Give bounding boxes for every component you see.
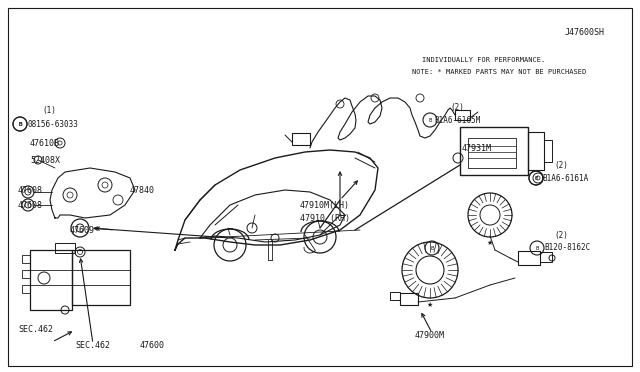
Text: SEC.462: SEC.462	[75, 340, 110, 350]
Text: 52408X: 52408X	[30, 155, 60, 164]
Bar	[544, 140, 552, 162]
Text: 47910 (RH): 47910 (RH)	[300, 214, 350, 222]
Bar	[390, 292, 400, 300]
Text: 08156-63033: 08156-63033	[28, 119, 79, 128]
Text: 47608: 47608	[18, 186, 43, 195]
Text: INDIVIDUALLY FOR PERFORMANCE.: INDIVIDUALLY FOR PERFORMANCE.	[422, 57, 545, 63]
Text: 47608: 47608	[18, 201, 43, 209]
Text: (2): (2)	[554, 160, 568, 170]
Text: ★: ★	[487, 240, 493, 246]
Text: 47931M: 47931M	[462, 144, 492, 153]
Bar	[55, 243, 75, 253]
Text: 47900M: 47900M	[415, 330, 445, 340]
Text: 47610B: 47610B	[30, 138, 60, 148]
Bar	[460, 127, 528, 175]
Bar	[22, 270, 30, 278]
Text: B: B	[534, 176, 538, 180]
Bar	[528, 132, 544, 170]
Bar	[518, 251, 540, 265]
Text: B: B	[18, 122, 22, 126]
Text: J47600SH: J47600SH	[565, 28, 605, 36]
Text: (2): (2)	[554, 231, 568, 240]
Bar	[22, 255, 30, 263]
Bar	[72, 250, 130, 305]
Bar	[30, 250, 72, 310]
Text: 47840: 47840	[130, 186, 155, 195]
Bar	[540, 252, 552, 262]
Text: 47609: 47609	[70, 225, 95, 234]
Text: (2): (2)	[450, 103, 464, 112]
Text: (1): (1)	[42, 106, 56, 115]
Bar	[292, 133, 310, 145]
Text: B1A6-6161A: B1A6-6161A	[542, 173, 588, 183]
Bar	[400, 293, 418, 305]
Bar	[455, 110, 470, 120]
Text: B1A6-6165M: B1A6-6165M	[434, 115, 480, 125]
Text: B120-8162C: B120-8162C	[544, 244, 590, 253]
Text: B: B	[19, 122, 22, 126]
Text: B: B	[430, 246, 434, 250]
Text: NOTE: * MARKED PARTS MAY NOT BE PURCHASED: NOTE: * MARKED PARTS MAY NOT BE PURCHASE…	[412, 69, 586, 75]
Bar	[468, 138, 516, 168]
Text: 47910M(LH): 47910M(LH)	[300, 201, 350, 209]
Text: B: B	[428, 118, 431, 122]
Text: ★: ★	[427, 302, 433, 308]
Text: B: B	[536, 246, 539, 250]
Bar	[22, 285, 30, 293]
Text: 47600: 47600	[140, 340, 165, 350]
Text: SEC.462: SEC.462	[18, 326, 53, 334]
